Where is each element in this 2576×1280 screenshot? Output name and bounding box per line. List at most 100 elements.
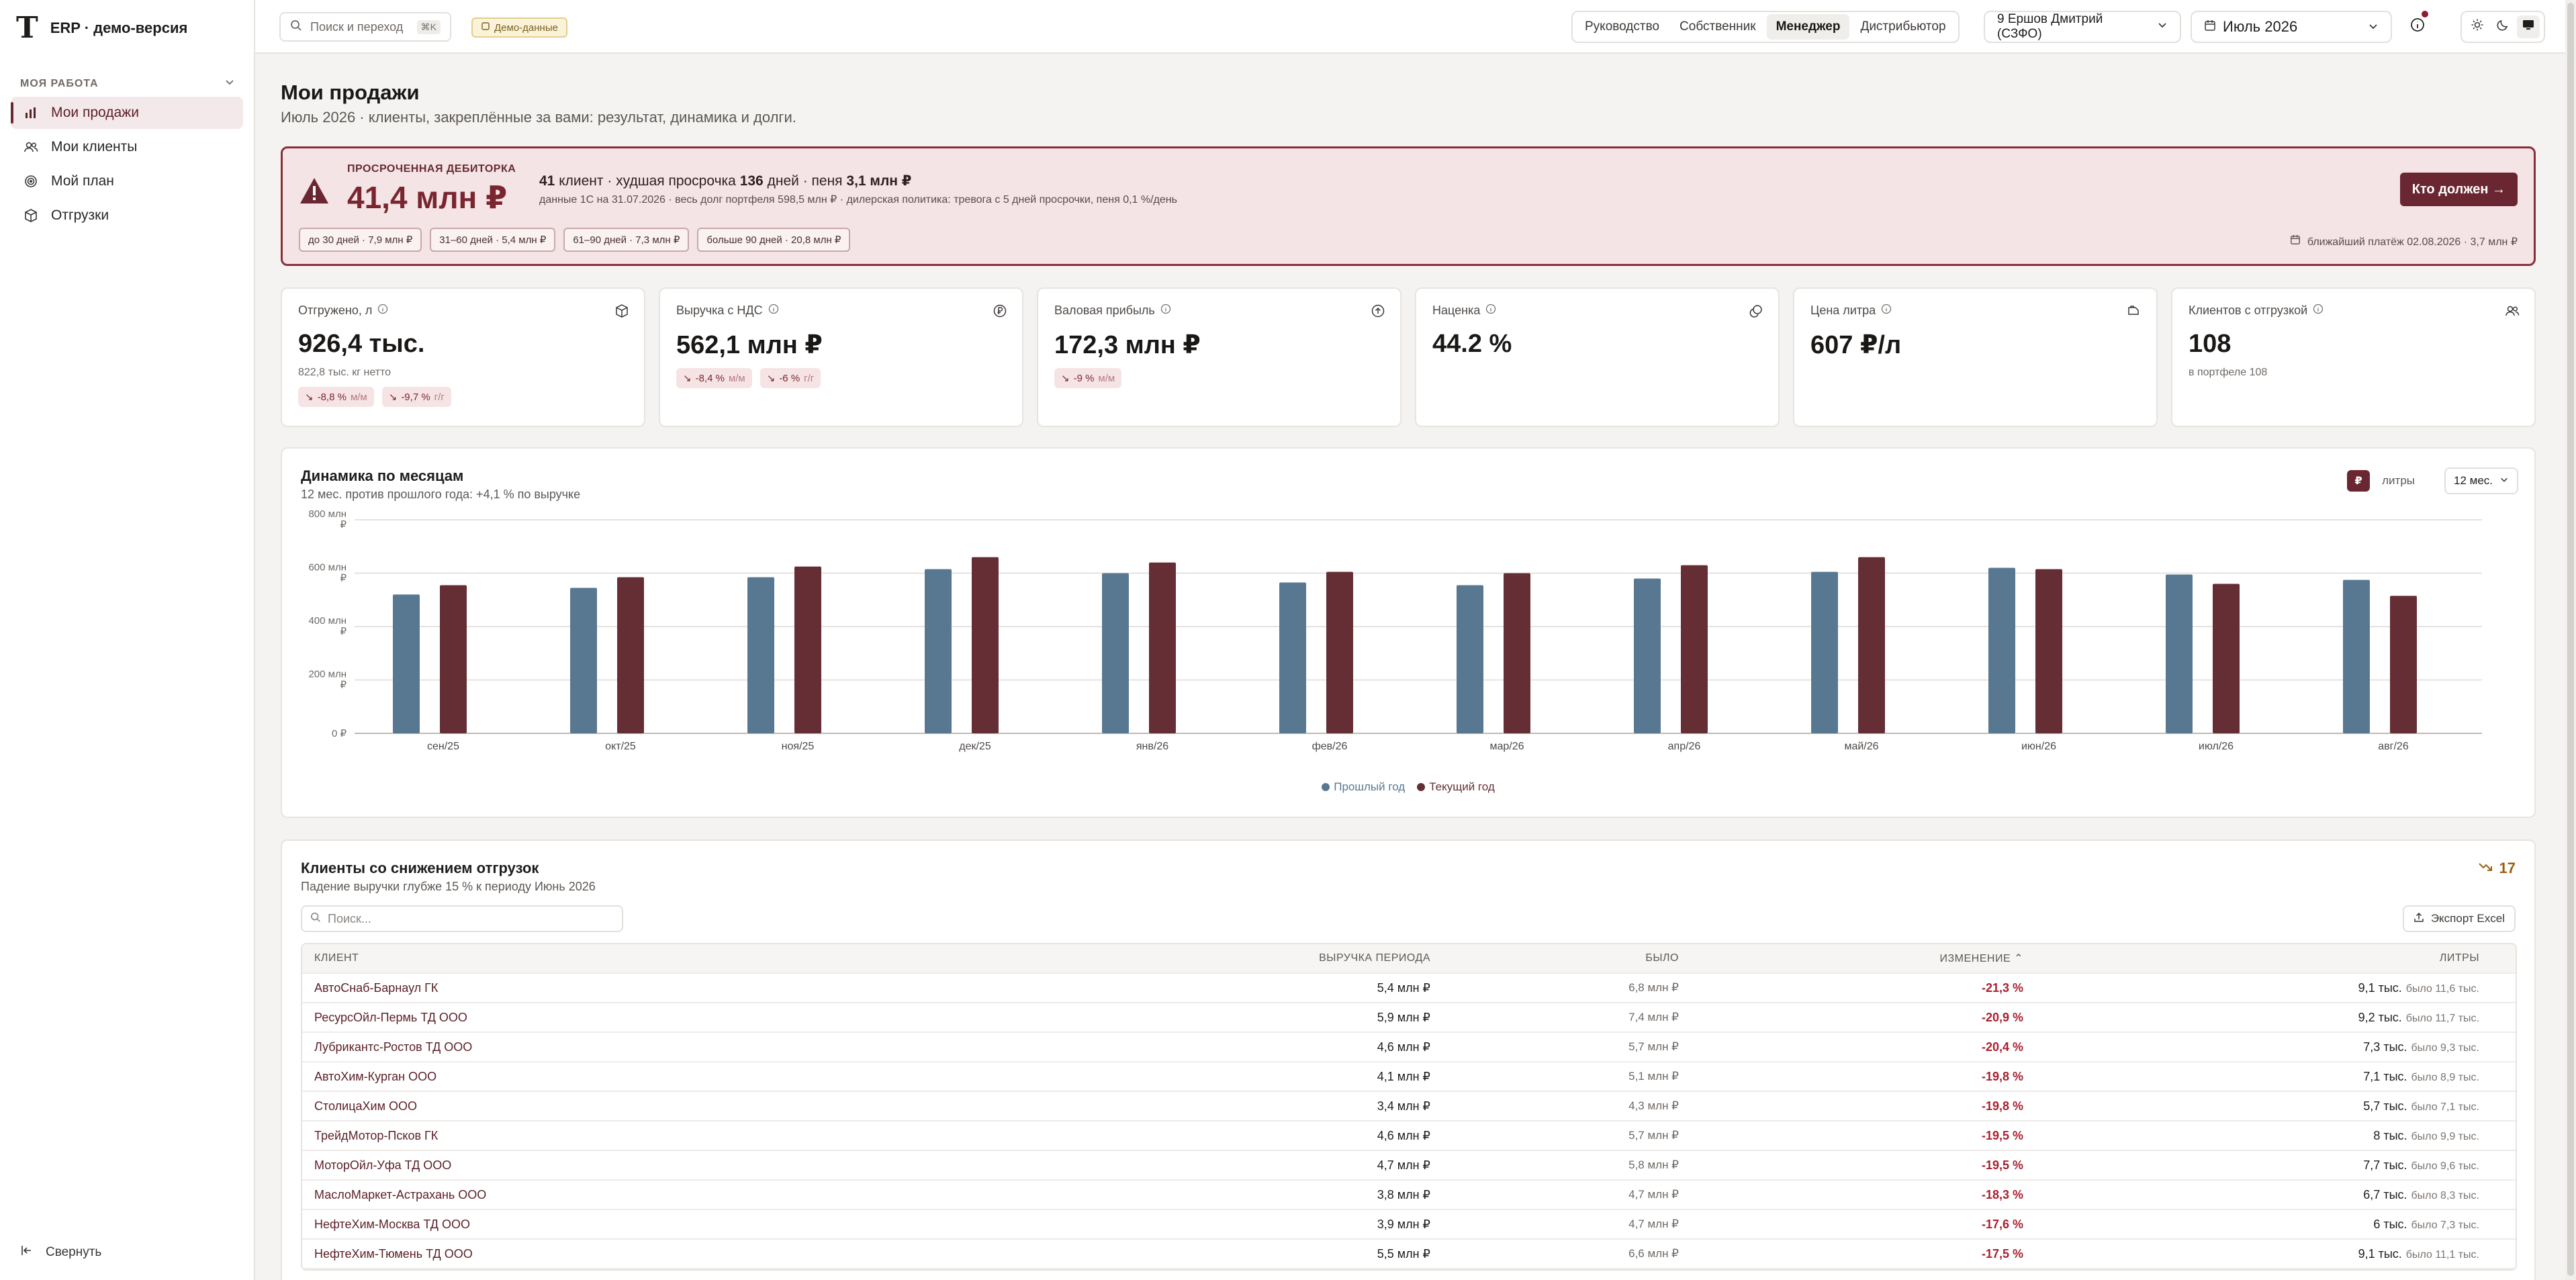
role-tab-management[interactable]: Руководство (1585, 19, 1660, 34)
legend-item-previous-year[interactable]: Прошлый год (1322, 780, 1405, 794)
client-name-link[interactable]: АвтоСнаб-Барнаул ГК (314, 980, 439, 995)
box-icon (23, 208, 39, 224)
sidebar-section-header[interactable]: МОЯ РАБОТА (20, 77, 235, 91)
col-header-liters[interactable]: ЛИТРЫ (2439, 952, 2479, 964)
user-select[interactable]: 9 Ершов Дмитрий (СЗФО) (1984, 11, 2181, 43)
liters-cell: 7,3 тыс. было 9,3 тыс. (2023, 1040, 2497, 1054)
client-name-link[interactable]: НефтеХим-Москва ТД ООО (314, 1217, 470, 1231)
table-row[interactable]: АвтоСнаб-Барнаул ГК 5,4 млн ₽ 6,8 млн ₽ -21… (302, 974, 2516, 1003)
table-row[interactable]: СтолицаХим ООО 3,4 млн ₽4,3 млн ₽ -19,8 % 5… (302, 1092, 2516, 1122)
alert-penalty: 3,1 млн ₽ (846, 173, 912, 189)
table-row[interactable]: АвтоХим-Курган ООО 4,1 млн ₽ 5,1 млн ₽ -19,… (302, 1062, 2516, 1092)
period-select[interactable]: Июль 2026 (2191, 11, 2392, 43)
search-icon (310, 912, 321, 926)
page-subtitle: Июль 2026 · клиенты, закреплённые за вам… (281, 109, 796, 126)
previous-revenue: 5,7 млн ₽ (1628, 1129, 1679, 1142)
notification-dot (2422, 11, 2428, 17)
table-row[interactable]: РесурсОйл-Пермь ТД ООО 5,9 млн ₽ 7,4 млн ₽… (302, 1003, 2516, 1033)
sidebar-section-label: МОЯ РАБОТА (20, 77, 99, 89)
trend-down-icon: ↘ (766, 373, 776, 384)
sidebar-item-my-clients[interactable]: Мои клиенты (11, 131, 243, 163)
period-revenue: 5,9 млн ₽ (1377, 1010, 1430, 1024)
currency-toggle-button[interactable]: ₽ (2347, 470, 2371, 492)
x-tick-label: фев/26 (1312, 741, 1348, 752)
kpi-card-revenue[interactable]: Выручка с НДС 562,1 млн ₽ ↘ -8,4 % м/м ↘ -6… (659, 287, 1023, 427)
bar-current-year (617, 577, 644, 733)
liters-cell: 9,2 тыс. было 11,7 тыс. (2023, 1011, 2497, 1025)
client-name-link[interactable]: СтолицаХим ООО (314, 1099, 417, 1113)
liters-value: 7,3 тыс. (2363, 1040, 2407, 1054)
sidebar-item-my-sales[interactable]: Мои продажи (11, 97, 243, 129)
info-icon (2313, 304, 2324, 318)
client-name-link[interactable]: НефтеХим-Тюмень ТД ООО (314, 1246, 473, 1261)
table-row[interactable]: МаслоМаркет-Астрахань ООО 3,8 млн ₽ 4,7 мл… (302, 1181, 2516, 1210)
sidebar-item-my-plan[interactable]: Мой план (11, 165, 243, 197)
sidebar-item-label: Мой план (51, 173, 114, 189)
kpi-card-markup[interactable]: Наценка 44.2 % (1415, 287, 1780, 427)
info-button[interactable] (2405, 11, 2430, 39)
previous-revenue: 5,7 млн ₽ (1628, 1040, 1679, 1053)
liters-cell: 7,1 тыс. было 8,9 тыс. (2023, 1070, 2497, 1084)
table-row[interactable]: ТрейдМотор-Псков ГК 4,6 млн ₽ 5,7 млн ₽ -19… (302, 1122, 2516, 1151)
page-scrollbar-thumb[interactable] (2567, 3, 2574, 1276)
client-name-link[interactable]: МоторОйл-Уфа ТД ООО (314, 1158, 452, 1172)
kpi-card-shipped[interactable]: Отгружено, л 926,4 тыс. 822,8 тыс. кг не… (281, 287, 645, 427)
liters-toggle-button[interactable]: литры (2382, 474, 2415, 487)
dark-theme-button[interactable] (2491, 15, 2514, 38)
page-scrollbar[interactable] (2565, 0, 2576, 1280)
search-shortcut: ⌘K (416, 19, 441, 34)
liters-cell: 9,1 тыс. было 11,1 тыс. (2023, 1247, 2497, 1261)
table-row[interactable]: МоторОйл-Уфа ТД ООО 4,7 млн ₽ 5,8 млн ₽ -19… (302, 1151, 2516, 1181)
role-tab-distributor[interactable]: Дистрибьютор (1860, 19, 1946, 34)
col-header-was[interactable]: БЫЛО (1645, 952, 1679, 964)
client-name-link[interactable]: АвтоХим-Курган ООО (314, 1069, 437, 1083)
col-header-revenue[interactable]: ВЫРУЧКА ПЕРИОДА (1319, 952, 1430, 964)
search-input[interactable]: Поиск и переход ⌘K (279, 12, 451, 42)
info-icon (2409, 17, 2426, 37)
col-header-client[interactable]: КЛИЕНТ (314, 952, 359, 964)
aging-bucket[interactable]: до 30 дней · 7,9 млн ₽ (299, 228, 422, 252)
table-row[interactable]: НефтеХим-Москва ТД ООО 3,9 млн ₽ 4,7 млн ₽… (302, 1210, 2516, 1240)
col-header-change-label: ИЗМЕНЕНИЕ (1939, 953, 2011, 964)
kpi-card-active-clients[interactable]: Клиентов с отгрузкой 108 в портфеле 108 (2171, 287, 2536, 427)
bar-previous-year (1457, 585, 1483, 733)
chevron-down-icon (2157, 19, 2168, 34)
collapse-sidebar-button[interactable]: Свернуть (20, 1244, 101, 1261)
kpi-subtext: 822,8 тыс. кг нетто (298, 367, 392, 378)
aging-bucket[interactable]: 61–90 дней · 7,3 млн ₽ (563, 228, 690, 252)
chart-period-select[interactable]: 12 мес. (2444, 467, 2518, 494)
app-logo[interactable]: T ERP · демо-версия (16, 13, 188, 43)
export-excel-button[interactable]: Экспорт Excel (2402, 905, 2516, 932)
sidebar-item-shipments[interactable]: Отгрузки (11, 199, 243, 232)
aging-bucket[interactable]: 31–60 дней · 5,4 млн ₽ (430, 228, 556, 252)
kpi-label: Наценка (1432, 304, 1481, 317)
x-tick-label: июл/26 (2199, 741, 2234, 752)
declining-clients-table: КЛИЕНТ ВЫРУЧКА ПЕРИОДА БЫЛО ИЗМЕНЕНИЕ ⌃ … (301, 943, 2517, 1271)
app-title: ERP · демо-версия (50, 19, 188, 36)
client-name-link[interactable]: РесурсОйл-Пермь ТД ООО (314, 1010, 467, 1024)
kpi-row: Отгружено, л 926,4 тыс. 822,8 тыс. кг не… (281, 287, 2536, 427)
coins-icon (1749, 304, 1763, 322)
kpi-card-gross-profit[interactable]: Валовая прибыль 172,3 млн ₽ ↘ -9 % м/м (1037, 287, 1401, 427)
table-search-input[interactable]: Поиск... (301, 905, 623, 932)
bar-current-year (1858, 557, 1885, 733)
col-header-change[interactable]: ИЗМЕНЕНИЕ ⌃ (1679, 952, 2023, 965)
client-name-link[interactable]: ТрейдМотор-Псков ГК (314, 1128, 439, 1142)
kpi-card-price-per-liter[interactable]: Цена литра 607 ₽/л (1793, 287, 2158, 427)
table-row[interactable]: НефтеХим-Тюмень ТД ООО 5,5 млн ₽ 6,6 млн ₽… (302, 1240, 2516, 1269)
aging-bucket[interactable]: больше 90 дней · 20,8 млн ₽ (697, 228, 851, 252)
role-tab-manager[interactable]: Менеджер (1766, 14, 1850, 40)
liters-value: 7,7 тыс. (2363, 1158, 2407, 1172)
search-icon (290, 19, 302, 35)
system-theme-button[interactable] (2517, 15, 2540, 38)
client-name-link[interactable]: Лубрикантс-Ростов ТД ООО (314, 1040, 473, 1054)
client-name-link[interactable]: МаслоМаркет-Астрахань ООО (314, 1187, 487, 1201)
legend-item-current-year[interactable]: Текущий год (1417, 780, 1495, 794)
role-tab-owner[interactable]: Собственник (1680, 19, 1756, 34)
delta-unit: м/м (350, 391, 367, 403)
info-icon (377, 304, 388, 318)
table-row[interactable]: Лубрикантс-Ростов ТД ООО 4,6 млн ₽ 5,7 млн… (302, 1033, 2516, 1062)
light-theme-button[interactable] (2466, 15, 2489, 38)
liters-previous: было 8,9 тыс. (2411, 1071, 2479, 1083)
who-owes-button[interactable]: Кто должен → (2399, 173, 2518, 206)
